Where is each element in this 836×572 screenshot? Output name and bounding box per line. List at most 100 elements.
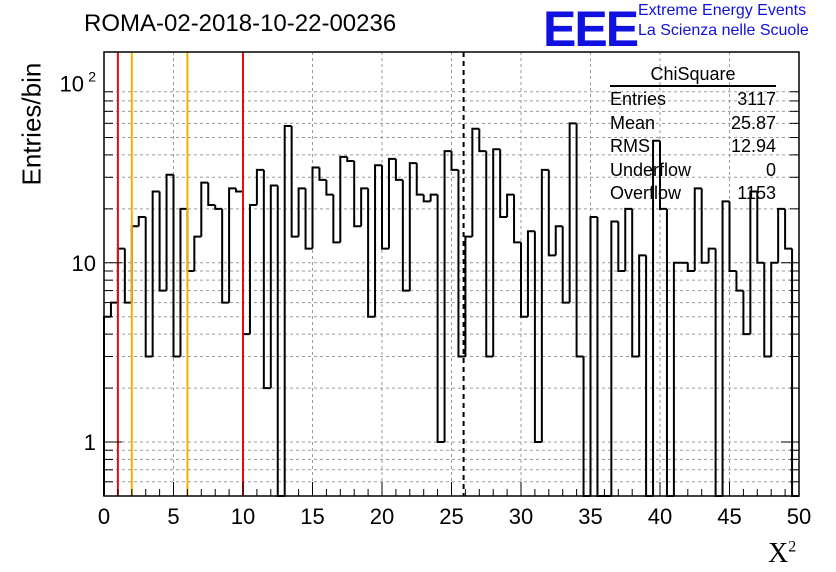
- histogram-bin: [686, 262, 695, 273]
- histogram-bin: [262, 169, 271, 390]
- histogram-bin: [575, 123, 584, 358]
- y-tick-label: 1: [84, 430, 96, 455]
- histogram-bin: [172, 174, 181, 358]
- histogram-bin: [665, 208, 674, 497]
- stats-row-entries: Entries 3117: [610, 89, 776, 109]
- histogram-bin: [290, 125, 299, 238]
- histogram-bin: [707, 247, 716, 263]
- x-tick-label: 20: [370, 504, 394, 529]
- x-tick-label: 35: [578, 504, 602, 529]
- y-tick-label-exponent: 2: [88, 69, 96, 85]
- histogram-bin: [631, 208, 640, 358]
- logo-line2: La Scienza nelle Scuole: [638, 22, 809, 39]
- y-tick-label: 10: [72, 251, 96, 276]
- histogram-bin: [235, 188, 243, 193]
- histogram-bin: [763, 262, 772, 358]
- histogram-bin: [457, 169, 466, 358]
- histogram-bin: [408, 162, 417, 291]
- histogram-bin: [381, 165, 389, 250]
- logo-line1: Extreme Energy Events: [638, 2, 807, 19]
- histogram-bin: [533, 231, 542, 444]
- histogram-bin: [186, 208, 195, 273]
- histogram-bin: [589, 216, 598, 496]
- x-tick-label: 15: [300, 504, 324, 529]
- histogram-bin: [554, 225, 563, 256]
- histogram-bin: [360, 187, 369, 227]
- histogram-bin: [450, 151, 459, 171]
- histogram-bin: [728, 201, 737, 273]
- chart-title: ROMA-02-2018-10-22-00236: [84, 10, 397, 37]
- histogram-bin: [109, 301, 118, 317]
- x-tick-label: 50: [787, 504, 811, 529]
- eee-logo: EEE: [543, 1, 639, 57]
- stats-row-rms: RMS 12.94: [610, 136, 776, 156]
- histogram-bin: [506, 193, 515, 218]
- histogram-bin: [464, 235, 473, 357]
- histogram-bin: [387, 157, 396, 249]
- histogram-bin: [297, 187, 306, 237]
- stats-row-overflow: Overflow 1153: [610, 183, 776, 203]
- stats-row-mean: Mean 25.87: [610, 112, 776, 133]
- histogram-bin: [325, 179, 334, 196]
- histogram-bin: [652, 139, 660, 496]
- x-axis-label: X2: [768, 538, 797, 569]
- histogram-bin: [374, 164, 382, 317]
- x-tick-label: 10: [231, 504, 255, 529]
- histogram-bin: [429, 193, 438, 202]
- histogram-bin: [346, 156, 355, 162]
- histogram-bin: [436, 194, 445, 444]
- histogram-bin: [276, 185, 285, 497]
- histogram-bin: [700, 188, 709, 264]
- histogram-bin: [193, 235, 202, 272]
- histogram-bin: [221, 208, 230, 304]
- histogram-bin: [255, 168, 264, 206]
- histogram-bin: [207, 182, 216, 207]
- histogram-bin: [269, 184, 278, 389]
- histogram-bin: [617, 221, 626, 273]
- histogram-bin: [478, 128, 487, 153]
- histogram-bin: [582, 356, 591, 497]
- histogram-bin: [415, 163, 424, 196]
- histogram-bin: [520, 242, 528, 318]
- histogram-bin: [749, 190, 758, 335]
- stats-row-underflow: Underflow 0: [610, 159, 776, 180]
- histogram-bin: [492, 148, 501, 357]
- histogram-bin: [422, 194, 431, 203]
- histogram-bin: [283, 124, 292, 496]
- histogram-bin: [367, 188, 376, 318]
- histogram-bin: [485, 151, 494, 358]
- histogram-bin: [137, 216, 146, 227]
- stats-title: ChiSquare: [610, 64, 776, 87]
- histogram-bin: [130, 225, 139, 303]
- histogram-bin: [353, 160, 362, 228]
- histogram-bin: [714, 248, 723, 497]
- histogram-bin: [311, 166, 320, 249]
- histogram-bin: [200, 181, 209, 237]
- histogram-bin: [123, 248, 132, 304]
- histogram-bin: [116, 247, 125, 303]
- histogram-bin: [756, 191, 765, 264]
- histogram-bin: [248, 204, 257, 335]
- histogram-bin: [513, 194, 521, 244]
- x-tick-label: 30: [509, 504, 533, 529]
- histogram-bin: [499, 149, 508, 219]
- histogram-bin: [568, 122, 577, 303]
- histogram-bin: [735, 271, 744, 292]
- histogram-bin: [214, 205, 223, 210]
- histogram-bin: [144, 217, 153, 358]
- histogram-bin: [332, 194, 341, 244]
- histogram-bin: [401, 179, 410, 292]
- histogram-bin: [304, 188, 313, 250]
- x-tick-label: 45: [717, 504, 741, 529]
- y-axis-label: Entries/bin: [16, 62, 47, 186]
- histogram-bin: [784, 208, 793, 250]
- histogram-bin: [158, 191, 167, 292]
- histogram-bin: [103, 315, 111, 496]
- x-tick-label: 5: [167, 504, 179, 529]
- x-tick-label: 25: [439, 504, 463, 529]
- histogram-bin: [339, 155, 348, 243]
- histogram-bin: [547, 169, 556, 257]
- histogram-bin: [318, 167, 327, 181]
- histogram-bin: [791, 248, 799, 497]
